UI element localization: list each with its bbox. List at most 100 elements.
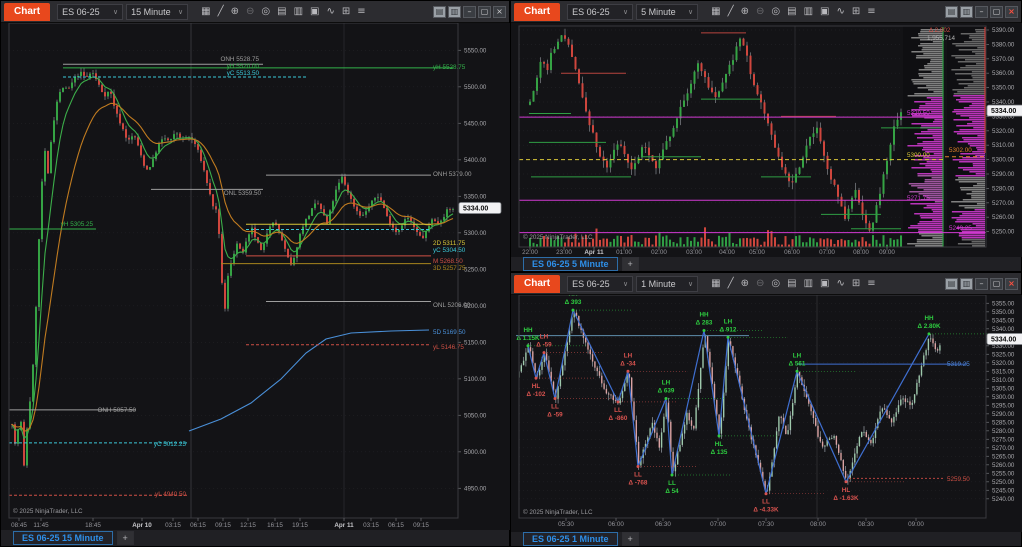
chart-window-15min: Chart ES 06-25 ∨ 15 Minute ∨ ▦ ╱ ⊕ ⊖ ◎ ▤… xyxy=(0,0,511,547)
chart-label: HH xyxy=(523,327,533,334)
tab-bar: ES 06-25 5 Minute + xyxy=(511,255,1021,271)
chart-label: 07:00 xyxy=(819,249,835,256)
chart-label: 5000.00 xyxy=(464,449,487,456)
panel-icon[interactable]: ▥ xyxy=(293,5,304,17)
close-button[interactable]: × xyxy=(1005,277,1018,290)
data-box-icon[interactable]: ▤ xyxy=(787,277,797,289)
chart-label: 5259.50 xyxy=(947,476,970,483)
chart-label: 03:15 xyxy=(363,522,379,529)
instrument-select[interactable]: ES 06-25 ∨ xyxy=(57,3,124,20)
chart-label: 5290.00 xyxy=(992,411,1015,418)
chart-label: 5275.00 xyxy=(992,436,1015,443)
minimize-button[interactable]: – xyxy=(975,277,988,290)
pane-layout2-icon[interactable]: ▥ xyxy=(960,277,973,290)
chart-label: M 5268.50 xyxy=(433,258,463,265)
chart-label: © 2025 NinjaTrader, LLC xyxy=(13,507,83,515)
new-tab-button[interactable]: + xyxy=(621,531,639,546)
tab-bar: ES 06-25 1 Minute + xyxy=(511,530,1021,546)
indicator-icon[interactable]: ∿ xyxy=(836,5,845,17)
chart-label: 01:00 xyxy=(616,249,632,256)
data-box-icon[interactable]: ▤ xyxy=(277,5,287,17)
chart-label: 12:15 xyxy=(240,522,256,529)
snapshot-icon[interactable]: ▣ xyxy=(820,277,830,289)
chart-header-1min: Chart ES 06-25 ∨ 1 Minute ∨ ▦ ╱ ⊕ ⊖ ◎ ▤ … xyxy=(511,273,1021,295)
draw-tool-icon[interactable]: ╱ xyxy=(727,5,734,17)
draw-tool-icon[interactable]: ╱ xyxy=(217,5,224,17)
grid-icon[interactable]: ⊞ xyxy=(851,5,861,17)
chart-label: 5280.00 xyxy=(992,185,1015,192)
app-tab-chart[interactable]: Chart xyxy=(514,274,561,293)
chart-label: yL 4940.50 xyxy=(155,491,186,498)
grid-icon[interactable]: ⊞ xyxy=(851,277,861,289)
chart-window-1min: Chart ES 06-25 ∨ 1 Minute ∨ ▦ ╱ ⊕ ⊖ ◎ ▤ … xyxy=(510,272,1022,547)
chart-canvas-area[interactable]: 5390.00 5380.00 5370.00 5360.00 5350.00 5340.… xyxy=(511,23,1022,257)
chart-style-icon[interactable]: ▦ xyxy=(711,277,721,289)
chart-style-icon[interactable]: ▦ xyxy=(201,5,211,17)
snapshot-icon[interactable]: ▣ xyxy=(310,5,320,17)
price-chart-15min[interactable]: 5550.00 5500.00 5450.00 5400.00 5350.00 5300.… xyxy=(1,23,511,530)
tab-es-15min[interactable]: ES 06-25 15 Minute xyxy=(13,530,113,545)
close-button[interactable]: × xyxy=(493,5,506,18)
grid-icon[interactable]: ⊞ xyxy=(341,5,351,17)
chart-style-icon[interactable]: ▦ xyxy=(711,5,721,17)
pane-layout-icon[interactable]: ▤ xyxy=(945,5,958,18)
chart-label: 3D 5257.75 xyxy=(433,265,466,272)
close-button[interactable]: × xyxy=(1005,5,1018,18)
restore-button[interactable]: ▢ xyxy=(990,5,1003,18)
properties-icon[interactable]: ≡ xyxy=(357,5,366,17)
restore-button[interactable]: ▢ xyxy=(990,277,1003,290)
chart-label: 5330.00 xyxy=(992,343,1015,350)
chart-label: 5250.00 xyxy=(992,229,1015,236)
minimize-button[interactable]: – xyxy=(463,5,476,18)
interval-select[interactable]: 1 Minute ∨ xyxy=(636,275,699,292)
crosshair-icon[interactable]: ◎ xyxy=(771,5,781,17)
data-box-icon[interactable]: ▤ xyxy=(787,5,797,17)
pane-layout2-icon[interactable]: ▥ xyxy=(960,5,973,18)
zoom-in-icon[interactable]: ⊕ xyxy=(230,5,239,17)
chart-label: Δ 1.15K xyxy=(516,335,540,342)
window-controls: ▤ ▥ – ▢ × xyxy=(433,5,506,18)
minimize-button[interactable]: – xyxy=(975,5,988,18)
tab-es-5min[interactable]: ES 06-25 5 Minute xyxy=(523,256,618,271)
zoom-out-icon[interactable]: ⊖ xyxy=(246,5,255,17)
crosshair-icon[interactable]: ◎ xyxy=(261,5,271,17)
properties-icon[interactable]: ≡ xyxy=(867,5,876,17)
chart-canvas-area[interactable]: 5355.005350.005345.005340.005335.005330.… xyxy=(511,295,1022,532)
new-tab-button[interactable]: + xyxy=(116,530,134,545)
new-tab-button[interactable]: + xyxy=(621,256,639,271)
pane-layout2-icon[interactable]: ▥ xyxy=(448,5,461,18)
instrument-select[interactable]: ES 06-25 ∨ xyxy=(567,275,634,292)
chart-label: 5305.00 xyxy=(992,385,1015,392)
chart-label: 5249.25 xyxy=(949,225,972,232)
zoom-in-icon[interactable]: ⊕ xyxy=(740,5,749,17)
indicator-icon[interactable]: ∿ xyxy=(326,5,335,17)
interval-select[interactable]: 5 Minute ∨ xyxy=(636,3,699,20)
pane-layout-icon[interactable]: ▤ xyxy=(433,5,446,18)
restore-button[interactable]: ▢ xyxy=(478,5,491,18)
app-tab-chart[interactable]: Chart xyxy=(4,2,51,21)
tab-es-1min[interactable]: ES 06-25 1 Minute xyxy=(523,531,618,546)
pane-layout-icon[interactable]: ▤ xyxy=(945,277,958,290)
chart-label: yC 5304.50 xyxy=(433,247,466,254)
instrument-select[interactable]: ES 06-25 ∨ xyxy=(567,3,634,20)
crosshair-icon[interactable]: ◎ xyxy=(771,277,781,289)
chart-label: © 2025 NinjaTrader, LLC xyxy=(523,508,593,516)
chevron-down-icon: ∨ xyxy=(623,280,629,288)
chart-label: LL xyxy=(762,499,770,506)
chart-label: 5D 5169.50 xyxy=(433,329,466,336)
snapshot-icon[interactable]: ▣ xyxy=(820,5,830,17)
interval-select[interactable]: 15 Minute ∨ xyxy=(126,3,189,20)
draw-tool-icon[interactable]: ╱ xyxy=(727,277,734,289)
app-tab-chart[interactable]: Chart xyxy=(514,2,561,21)
indicator-icon[interactable]: ∿ xyxy=(836,277,845,289)
panel-icon[interactable]: ▥ xyxy=(803,5,814,17)
chart-label: ONH 5057.50 xyxy=(97,407,136,414)
zoom-out-icon[interactable]: ⊖ xyxy=(756,5,765,17)
price-chart-5min[interactable]: 5390.00 5380.00 5370.00 5360.00 5350.00 5340.… xyxy=(511,23,1022,257)
price-chart-1min[interactable]: 5355.005350.005345.005340.005335.005330.… xyxy=(511,295,1022,532)
zoom-in-icon[interactable]: ⊕ xyxy=(740,277,749,289)
chart-canvas-area[interactable]: 5550.00 5500.00 5450.00 5400.00 5350.00 5300.… xyxy=(1,23,511,530)
panel-icon[interactable]: ▥ xyxy=(803,277,814,289)
properties-icon[interactable]: ≡ xyxy=(867,277,876,289)
zoom-out-icon[interactable]: ⊖ xyxy=(756,277,765,289)
